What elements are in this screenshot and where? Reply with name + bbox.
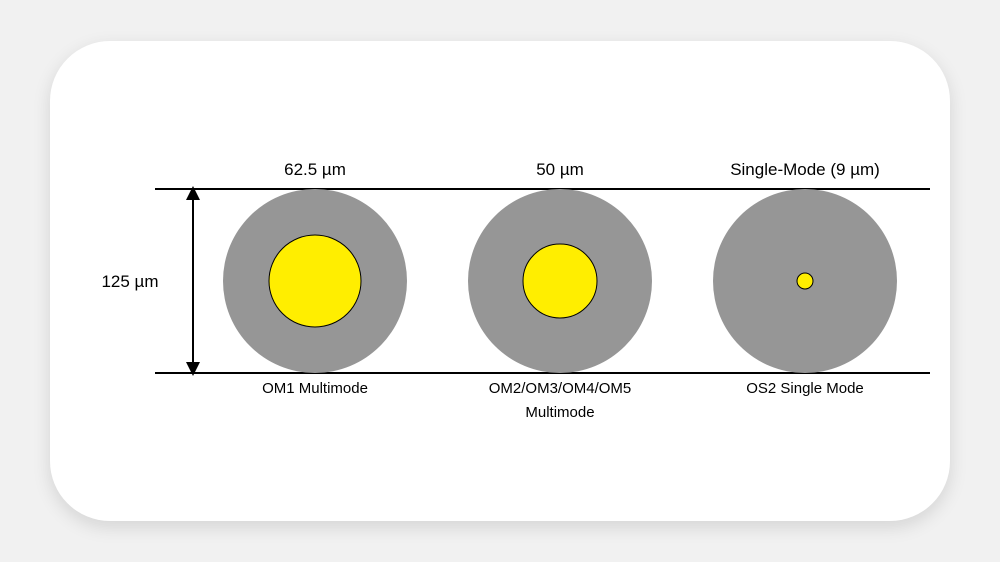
fiber-os2: Single-Mode (9 µm) OS2 Single Mode [713, 160, 897, 397]
core-os2 [797, 273, 813, 289]
bottom-label-om2345: OM2/OM3/OM4/OM5 [489, 380, 632, 397]
bottom-sublabel-om2345: Multimode [525, 404, 594, 421]
core-om2345 [523, 244, 597, 318]
bottom-label-om1: OM1 Multimode [262, 380, 368, 397]
bottom-label-os2: OS2 Single Mode [746, 380, 864, 397]
top-label-os2: Single-Mode (9 µm) [730, 160, 880, 179]
core-om1 [269, 235, 361, 327]
diagram-card: 125 µm 62.5 µm OM1 Multimode 50 µm OM2/O… [50, 41, 950, 521]
fiber-diagram-svg: 125 µm 62.5 µm OM1 Multimode 50 µm OM2/O… [50, 41, 950, 521]
dimension-label: 125 µm [101, 272, 158, 291]
top-label-om1: 62.5 µm [284, 160, 346, 179]
top-label-om2345: 50 µm [536, 160, 584, 179]
fiber-om1: 62.5 µm OM1 Multimode [223, 160, 407, 397]
fiber-om2345: 50 µm OM2/OM3/OM4/OM5 Multimode [468, 160, 652, 421]
